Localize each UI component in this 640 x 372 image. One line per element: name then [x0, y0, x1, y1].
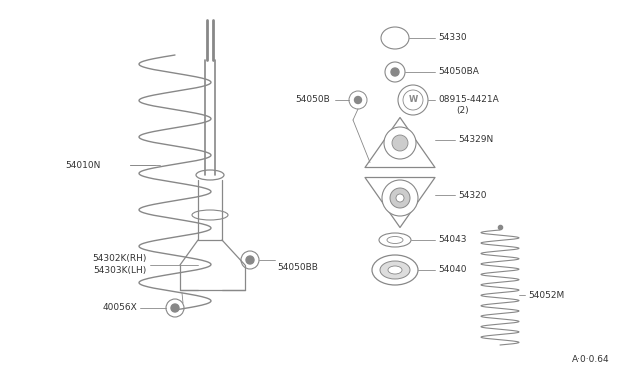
- Text: 54320: 54320: [458, 190, 486, 199]
- Ellipse shape: [192, 210, 228, 220]
- Text: 54303K(LH): 54303K(LH): [93, 266, 147, 276]
- Text: (2): (2): [456, 106, 468, 115]
- Circle shape: [166, 299, 184, 317]
- Text: 54010N: 54010N: [65, 160, 100, 170]
- Text: 08915-4421A: 08915-4421A: [438, 96, 499, 105]
- Text: 54040: 54040: [438, 266, 467, 275]
- Ellipse shape: [372, 255, 418, 285]
- Circle shape: [398, 85, 428, 115]
- Text: 54050BA: 54050BA: [438, 67, 479, 77]
- Text: 54043: 54043: [438, 235, 467, 244]
- Text: 54330: 54330: [438, 33, 467, 42]
- Ellipse shape: [387, 237, 403, 244]
- Ellipse shape: [196, 170, 224, 180]
- Text: 54329N: 54329N: [458, 135, 493, 144]
- Circle shape: [396, 194, 404, 202]
- Text: W: W: [408, 96, 418, 105]
- Ellipse shape: [388, 266, 402, 274]
- Circle shape: [384, 127, 416, 159]
- Text: A·0·0.64: A·0·0.64: [572, 355, 610, 364]
- Circle shape: [355, 96, 362, 103]
- Circle shape: [392, 135, 408, 151]
- Circle shape: [246, 256, 254, 264]
- Text: 54052M: 54052M: [528, 291, 564, 299]
- Circle shape: [241, 251, 259, 269]
- Circle shape: [349, 91, 367, 109]
- Circle shape: [171, 304, 179, 312]
- Text: 54050B: 54050B: [295, 96, 330, 105]
- Circle shape: [382, 180, 418, 216]
- Text: 40056X: 40056X: [102, 304, 137, 312]
- Ellipse shape: [379, 233, 411, 247]
- Circle shape: [391, 68, 399, 76]
- Ellipse shape: [381, 27, 409, 49]
- Text: 54050BB: 54050BB: [277, 263, 318, 273]
- Circle shape: [385, 62, 405, 82]
- Circle shape: [403, 90, 423, 110]
- Ellipse shape: [380, 261, 410, 279]
- Text: 54302K(RH): 54302K(RH): [93, 254, 147, 263]
- Circle shape: [390, 188, 410, 208]
